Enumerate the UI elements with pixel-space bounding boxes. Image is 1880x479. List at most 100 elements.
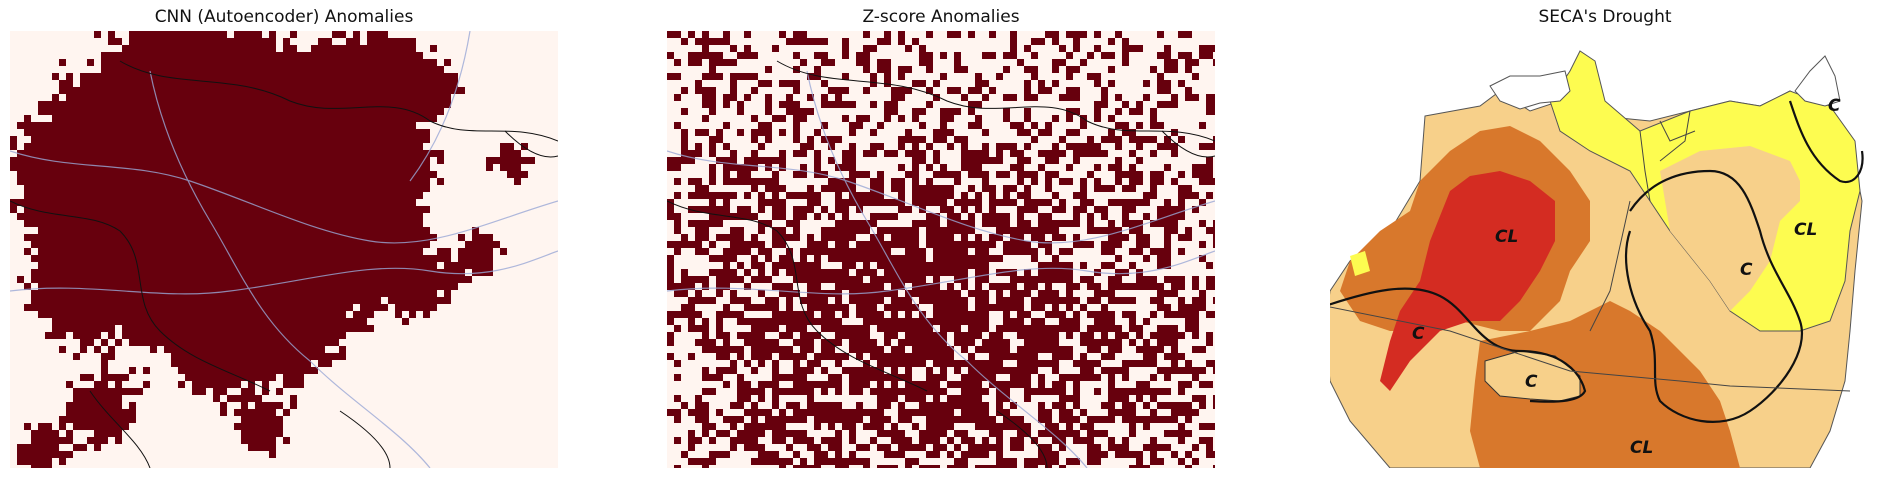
anomaly-cell — [164, 164, 171, 171]
anomaly-cell — [1087, 367, 1094, 374]
anomaly-cell — [989, 220, 996, 227]
anomaly-cell — [122, 423, 129, 430]
anomaly-cell — [318, 101, 325, 108]
anomaly-cell — [227, 381, 234, 388]
anomaly-cell — [1143, 255, 1150, 262]
anomaly-cell — [1031, 66, 1038, 73]
anomaly-cell — [1150, 374, 1157, 381]
anomaly-cell — [297, 115, 304, 122]
anomaly-cell — [821, 136, 828, 143]
anomaly-cell — [45, 255, 52, 262]
anomaly-cell — [129, 220, 136, 227]
anomaly-cell — [304, 248, 311, 255]
anomaly-cell — [1045, 150, 1052, 157]
anomaly-cell — [1045, 122, 1052, 129]
anomaly-cell — [290, 255, 297, 262]
anomaly-cell — [444, 59, 451, 66]
anomaly-cell — [954, 297, 961, 304]
anomaly-cell — [1031, 283, 1038, 290]
anomaly-cell — [905, 234, 912, 241]
anomaly-cell — [171, 73, 178, 80]
anomaly-cell — [213, 129, 220, 136]
anomaly-cell — [199, 241, 206, 248]
anomaly-cell — [451, 87, 458, 94]
anomaly-cell — [206, 143, 213, 150]
anomaly-cell — [150, 339, 157, 346]
anomaly-cell — [940, 269, 947, 276]
anomaly-cell — [1031, 346, 1038, 353]
anomaly-cell — [269, 122, 276, 129]
anomaly-cell — [24, 129, 31, 136]
anomaly-cell — [744, 360, 751, 367]
anomaly-cell — [171, 318, 178, 325]
anomaly-cell — [360, 311, 367, 318]
anomaly-cell — [157, 255, 164, 262]
anomaly-cell — [842, 367, 849, 374]
anomaly-cell — [933, 374, 940, 381]
anomaly-cell — [905, 87, 912, 94]
anomaly-cell — [283, 150, 290, 157]
anomaly-cell — [304, 66, 311, 73]
anomaly-cell — [877, 297, 884, 304]
anomaly-cell — [325, 325, 332, 332]
anomaly-cell — [919, 136, 926, 143]
anomaly-cell — [409, 255, 416, 262]
anomaly-cell — [1171, 311, 1178, 318]
anomaly-cell — [185, 101, 192, 108]
anomaly-cell — [283, 52, 290, 59]
anomaly-cell — [835, 185, 842, 192]
anomaly-cell — [1017, 213, 1024, 220]
anomaly-cell — [381, 304, 388, 311]
anomaly-cell — [297, 143, 304, 150]
anomaly-cell — [45, 234, 52, 241]
anomaly-cell — [926, 31, 933, 38]
anomaly-cell — [912, 157, 919, 164]
anomaly-cell — [143, 199, 150, 206]
anomaly-cell — [353, 220, 360, 227]
anomaly-cell — [227, 360, 234, 367]
anomaly-cell — [849, 381, 856, 388]
anomaly-cell — [465, 241, 472, 248]
anomaly-cell — [402, 38, 409, 45]
anomaly-cell — [1066, 178, 1073, 185]
anomaly-cell — [1108, 339, 1115, 346]
anomaly-cell — [213, 66, 220, 73]
anomaly-cell — [772, 346, 779, 353]
anomaly-cell — [1122, 374, 1129, 381]
anomaly-cell — [877, 395, 884, 402]
anomaly-cell — [297, 80, 304, 87]
anomaly-cell — [213, 122, 220, 129]
anomaly-cell — [213, 80, 220, 87]
anomaly-cell — [150, 220, 157, 227]
anomaly-cell — [45, 192, 52, 199]
anomaly-cell — [793, 136, 800, 143]
anomaly-cell — [702, 101, 709, 108]
cnn-anomaly-map — [10, 31, 558, 468]
anomaly-cell — [367, 213, 374, 220]
anomaly-cell — [1045, 388, 1052, 395]
anomaly-cell — [1010, 164, 1017, 171]
anomaly-cell — [1164, 353, 1171, 360]
anomaly-cell — [199, 31, 206, 38]
anomaly-cell — [395, 38, 402, 45]
anomaly-cell — [290, 164, 297, 171]
anomaly-cell — [1087, 374, 1094, 381]
anomaly-cell — [940, 108, 947, 115]
anomaly-cell — [870, 353, 877, 360]
anomaly-cell — [758, 353, 765, 360]
anomaly-cell — [884, 108, 891, 115]
anomaly-cell — [730, 367, 737, 374]
anomaly-cell — [227, 157, 234, 164]
anomaly-cell — [304, 304, 311, 311]
anomaly-cell — [982, 325, 989, 332]
anomaly-cell — [500, 143, 507, 150]
anomaly-cell — [290, 45, 297, 52]
anomaly-cell — [94, 381, 101, 388]
anomaly-cell — [1059, 178, 1066, 185]
anomaly-cell — [283, 59, 290, 66]
anomaly-cell — [360, 262, 367, 269]
anomaly-cell — [1171, 178, 1178, 185]
anomaly-cell — [800, 367, 807, 374]
anomaly-cell — [367, 143, 374, 150]
anomaly-cell — [276, 248, 283, 255]
